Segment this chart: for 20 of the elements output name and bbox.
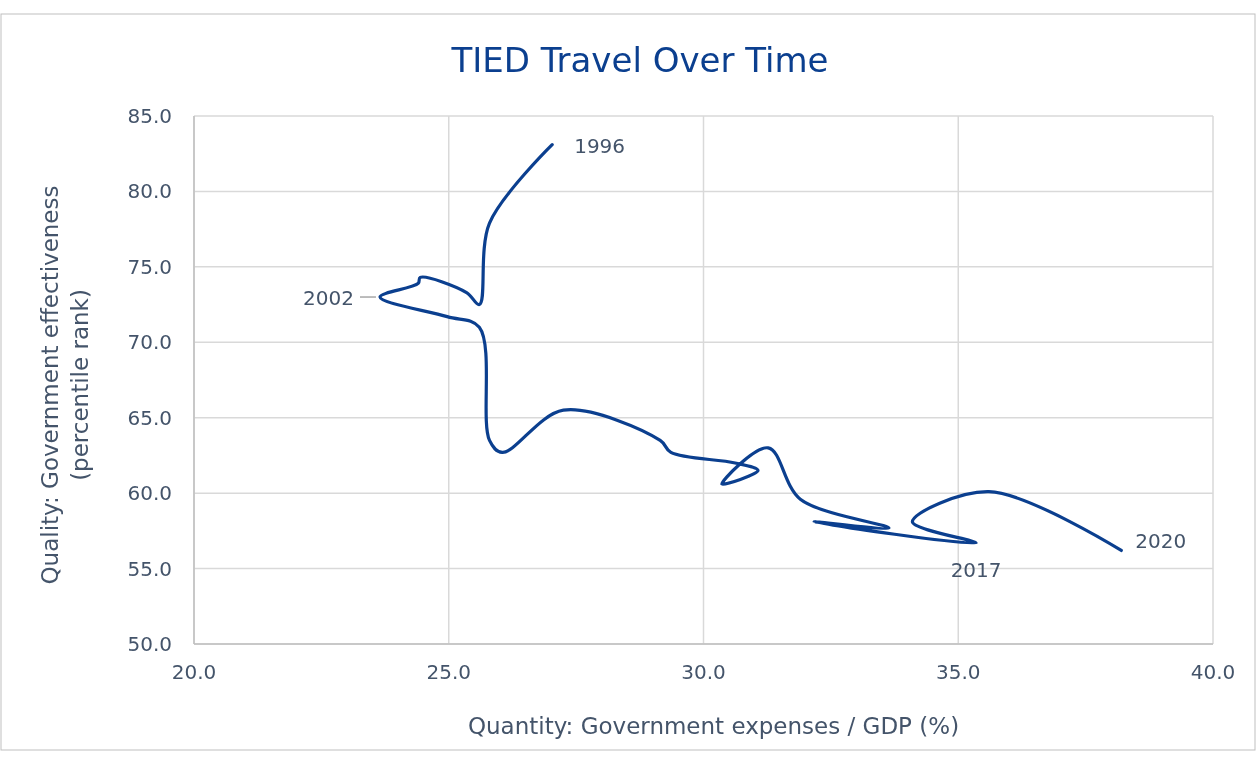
y-axis-title: Quality: Government effectiveness (percentile rank): [37, 185, 93, 585]
y-tick-label: 70.0: [127, 330, 172, 355]
x-tick-label: 35.0: [935, 660, 981, 684]
y-tick-label: 65.0: [127, 405, 172, 430]
x-tick-label: 25.0: [426, 660, 472, 684]
y-tick-label: 85.0: [127, 104, 172, 128]
y-tick-label: 55.0: [127, 556, 172, 581]
y-tick-label: 50.0: [127, 632, 172, 656]
y-tick-label: 80.0: [127, 179, 172, 204]
annotation: 1996: [574, 133, 626, 158]
annotation: 2002: [303, 286, 354, 311]
x-axis-title: Quantity: Government expenses / GDP (%): [467, 713, 960, 739]
y-tick-label: 60.0: [127, 481, 172, 506]
annotation: 2017: [950, 557, 1002, 582]
y-tick-label: 75.0: [127, 254, 172, 279]
x-tick-label: 20.0: [171, 660, 217, 684]
x-tick-label: 30.0: [681, 660, 726, 684]
x-tick-label: 40.0: [1190, 660, 1236, 684]
annotation: 2020: [1135, 529, 1187, 554]
chart-title: TIED Travel Over Time: [450, 40, 829, 80]
